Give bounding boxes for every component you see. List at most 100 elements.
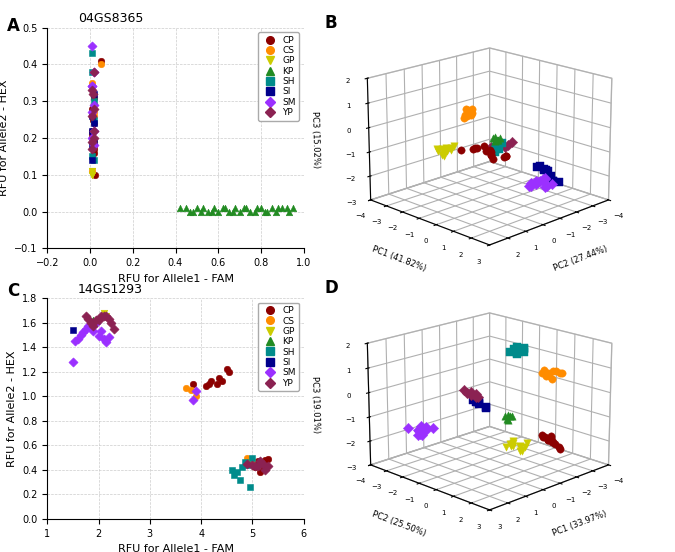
Point [86, 41, 98, 50]
Text: A: A [7, 17, 20, 35]
Point [273, 204, 284, 213]
Point [78, 328, 88, 337]
Point [86, 134, 98, 142]
Point [88, 316, 99, 325]
Point [106, 318, 117, 327]
Point [86, 78, 98, 87]
Point [240, 458, 250, 467]
Point [277, 204, 288, 213]
Point [263, 461, 273, 470]
Point [89, 119, 100, 128]
Point [247, 457, 258, 466]
Point [232, 468, 242, 477]
Text: D: D [324, 279, 338, 297]
Point [245, 207, 256, 216]
Point [86, 145, 98, 153]
Point [89, 141, 100, 150]
Point [263, 454, 273, 463]
Point [228, 207, 239, 216]
Point [281, 204, 292, 213]
Point [237, 463, 248, 472]
Point [99, 334, 109, 343]
Point [89, 67, 100, 76]
Point [247, 453, 258, 462]
Point [230, 204, 241, 213]
Point [86, 152, 98, 161]
Point [70, 337, 81, 346]
Point [188, 395, 199, 404]
Point [86, 112, 98, 120]
Point [80, 325, 91, 333]
Point [89, 156, 100, 164]
Point [86, 171, 98, 179]
Point [86, 126, 98, 135]
Point [86, 82, 98, 91]
Point [89, 93, 100, 102]
Point [242, 453, 252, 462]
Point [247, 459, 258, 468]
Point [86, 134, 98, 142]
Point [227, 465, 238, 474]
Point [242, 459, 252, 468]
Point [103, 315, 114, 323]
Point [80, 312, 91, 321]
Point [240, 204, 251, 213]
Point [96, 327, 107, 336]
Point [90, 318, 101, 327]
Point [206, 377, 217, 386]
Point [187, 207, 198, 216]
Point [247, 460, 258, 469]
Point [252, 457, 263, 466]
Point [89, 126, 100, 135]
Point [99, 312, 109, 321]
Point [89, 97, 100, 105]
Point [196, 207, 207, 216]
Point [89, 148, 100, 157]
Point [260, 465, 271, 474]
Point [101, 338, 111, 347]
Point [86, 104, 98, 113]
X-axis label: RFU for Allele1 - FAM: RFU for Allele1 - FAM [117, 544, 234, 552]
Point [90, 316, 101, 325]
Point [89, 126, 100, 135]
Point [198, 204, 209, 213]
Point [88, 115, 99, 124]
Point [207, 207, 217, 216]
Point [89, 108, 100, 116]
Point [186, 386, 196, 395]
Point [250, 461, 261, 470]
Point [257, 459, 268, 468]
Point [252, 461, 263, 470]
Point [89, 145, 100, 153]
Text: 04GS8365: 04GS8365 [78, 12, 143, 25]
Point [180, 383, 191, 392]
Point [99, 309, 109, 317]
Point [86, 126, 98, 135]
Point [174, 204, 185, 213]
Point [223, 207, 234, 216]
Point [254, 457, 265, 466]
Point [86, 137, 98, 146]
Point [86, 167, 98, 176]
Point [93, 332, 104, 341]
Point [68, 358, 78, 367]
Point [213, 207, 223, 216]
Point [86, 67, 98, 76]
Point [89, 100, 100, 109]
Point [221, 365, 232, 374]
Point [86, 108, 98, 116]
Point [89, 104, 100, 113]
Point [224, 367, 235, 376]
Point [96, 312, 107, 321]
Point [86, 167, 98, 176]
Point [101, 312, 111, 321]
Point [89, 112, 100, 120]
Y-axis label: RFU for Allele2 - HEX: RFU for Allele2 - HEX [7, 350, 17, 467]
Point [93, 316, 104, 325]
Point [185, 207, 196, 216]
Point [95, 60, 106, 69]
Point [229, 470, 240, 479]
Point [86, 141, 98, 150]
Point [86, 112, 98, 120]
Point [68, 326, 78, 335]
